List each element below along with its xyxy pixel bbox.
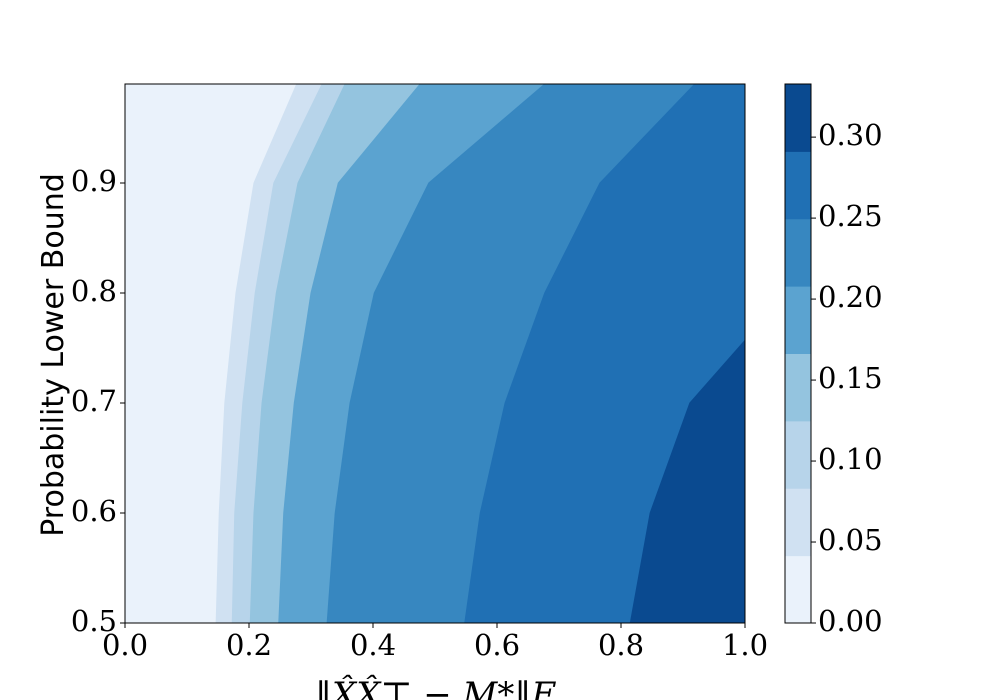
y-tick-label: 0.7 xyxy=(71,384,117,418)
contour-line xyxy=(231,84,323,623)
colorbar-band xyxy=(785,555,811,624)
y-axis-label: Probability Lower Bound xyxy=(36,173,71,537)
colorbar-band xyxy=(785,151,811,220)
colorbar-tick-label: 0.05 xyxy=(818,523,883,557)
x-tick-label: 0.0 xyxy=(102,628,148,662)
colorbar-band xyxy=(785,84,811,152)
contour-line xyxy=(464,84,696,623)
contour-line xyxy=(278,84,421,623)
y-tick-label: 0.9 xyxy=(71,164,117,198)
contour-line xyxy=(249,84,346,623)
x-tick-label: 0.6 xyxy=(474,628,520,662)
colorbar-tick-label: 0.30 xyxy=(818,118,883,152)
plot-area xyxy=(125,84,745,623)
colorbar-tick-label: 0.00 xyxy=(818,604,883,638)
x-tick-label: 0.8 xyxy=(598,628,644,662)
y-tick-label: 0.6 xyxy=(71,494,117,528)
colorbar-band xyxy=(785,218,811,287)
colorbar-band xyxy=(785,353,811,422)
plot-frame xyxy=(124,83,746,624)
contour-line xyxy=(629,339,745,623)
band xyxy=(630,340,745,623)
colorbar-band xyxy=(785,420,811,489)
colorbar-band xyxy=(785,286,811,354)
colorbar-tick-label: 0.10 xyxy=(818,442,883,476)
contour-line xyxy=(326,84,546,623)
colorbar-tick-label: 0.15 xyxy=(818,361,883,395)
x-axis-label: ‖X̂X̂⊤ − M*‖F xyxy=(315,674,556,700)
x-tick-label: 1.0 xyxy=(722,628,768,662)
contour-line xyxy=(215,84,298,623)
y-tick-label: 0.8 xyxy=(71,274,117,308)
y-tick-label: 0.5 xyxy=(71,604,117,638)
colorbar-tick-label: 0.25 xyxy=(818,199,883,233)
x-tick-label: 0.4 xyxy=(350,628,396,662)
colorbar: 0.00 0.05 0.10 0.15 0.20 0.25 0.30 xyxy=(784,83,883,638)
colorbar-tick-label: 0.20 xyxy=(818,280,883,314)
colorbar-band xyxy=(785,488,811,557)
colorbar-frame xyxy=(784,83,812,624)
x-tick-label: 0.2 xyxy=(226,628,272,662)
